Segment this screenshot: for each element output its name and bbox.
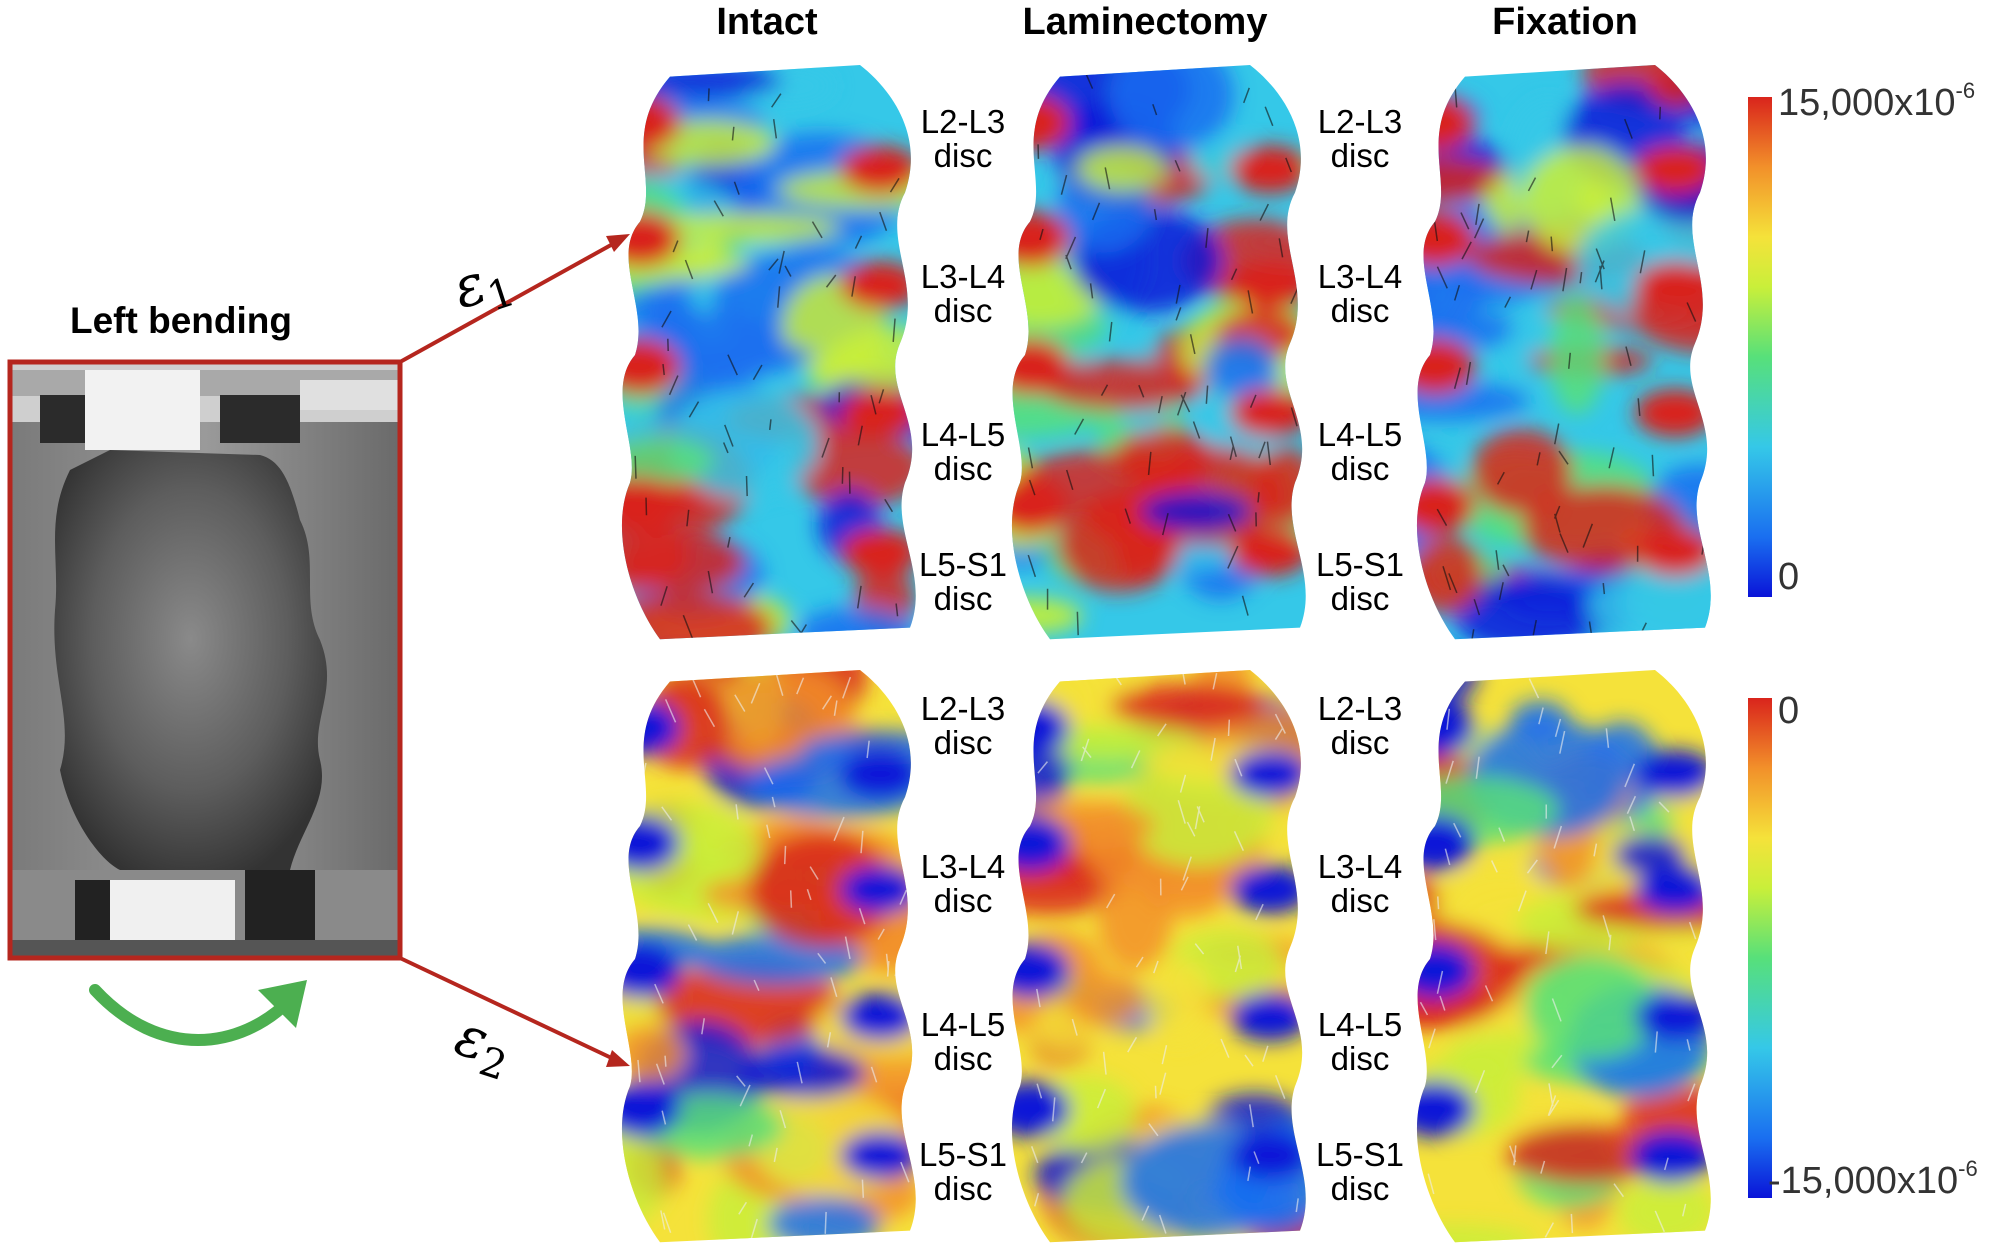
strain-map: [621, 670, 916, 1243]
colorbar-bottom-min-label: -15,000x10-6: [1768, 1156, 1978, 1202]
colorbar-bottom: [1748, 698, 1772, 1198]
disc-label: L5-S1 disc: [1315, 1136, 1405, 1207]
disc-label: L4-L5 disc: [1317, 1006, 1403, 1077]
colorbar-bottom-max-label: 0: [1778, 690, 1800, 732]
bend-arrow-head: [258, 980, 307, 1028]
disc-label: L2-L3 disc: [920, 690, 1006, 761]
connector-e2-head: [606, 1050, 630, 1067]
disc-label: L3-L4 disc: [1317, 848, 1403, 919]
colorbar-top-min-label: 0: [1778, 556, 1800, 598]
disc-label: L4-L5 disc: [920, 416, 1006, 487]
column-title-fixation: Fixation: [1492, 1, 1638, 43]
connector-e1: [399, 238, 621, 364]
disc-label: L2-L3 disc: [1317, 690, 1403, 761]
connector-e2: [399, 956, 621, 1064]
bend-arrow-curve: [89, 984, 296, 1046]
disc-label: L5-S1 disc: [918, 546, 1008, 617]
strain-maps: [621, 65, 1711, 1243]
disc-label: L3-L4 disc: [920, 258, 1006, 329]
disc-label: L2-L3 disc: [920, 103, 1006, 174]
photo-title: Left bending: [70, 300, 292, 341]
disc-label: L2-L3 disc: [1317, 103, 1403, 174]
colorbar-top-max-label: 15,000x10-6: [1778, 78, 1976, 124]
colorbar-top: [1748, 97, 1772, 597]
specimen-photo: [10, 362, 400, 958]
disc-label: L4-L5 disc: [920, 1006, 1006, 1077]
strain-map: [1011, 65, 1306, 640]
photo-frame: [7, 359, 403, 961]
connector-e1-head: [606, 234, 630, 252]
disc-label: L3-L4 disc: [920, 848, 1006, 919]
disc-label: L5-S1 disc: [1315, 546, 1405, 617]
column-title-laminectomy: Laminectomy: [1022, 1, 1268, 43]
column-title-intact: Intact: [716, 1, 818, 43]
disc-label: L5-S1 disc: [918, 1136, 1008, 1207]
disc-label: L3-L4 disc: [1317, 258, 1403, 329]
disc-label: L4-L5 disc: [1317, 416, 1403, 487]
strain-map: [1011, 670, 1306, 1243]
